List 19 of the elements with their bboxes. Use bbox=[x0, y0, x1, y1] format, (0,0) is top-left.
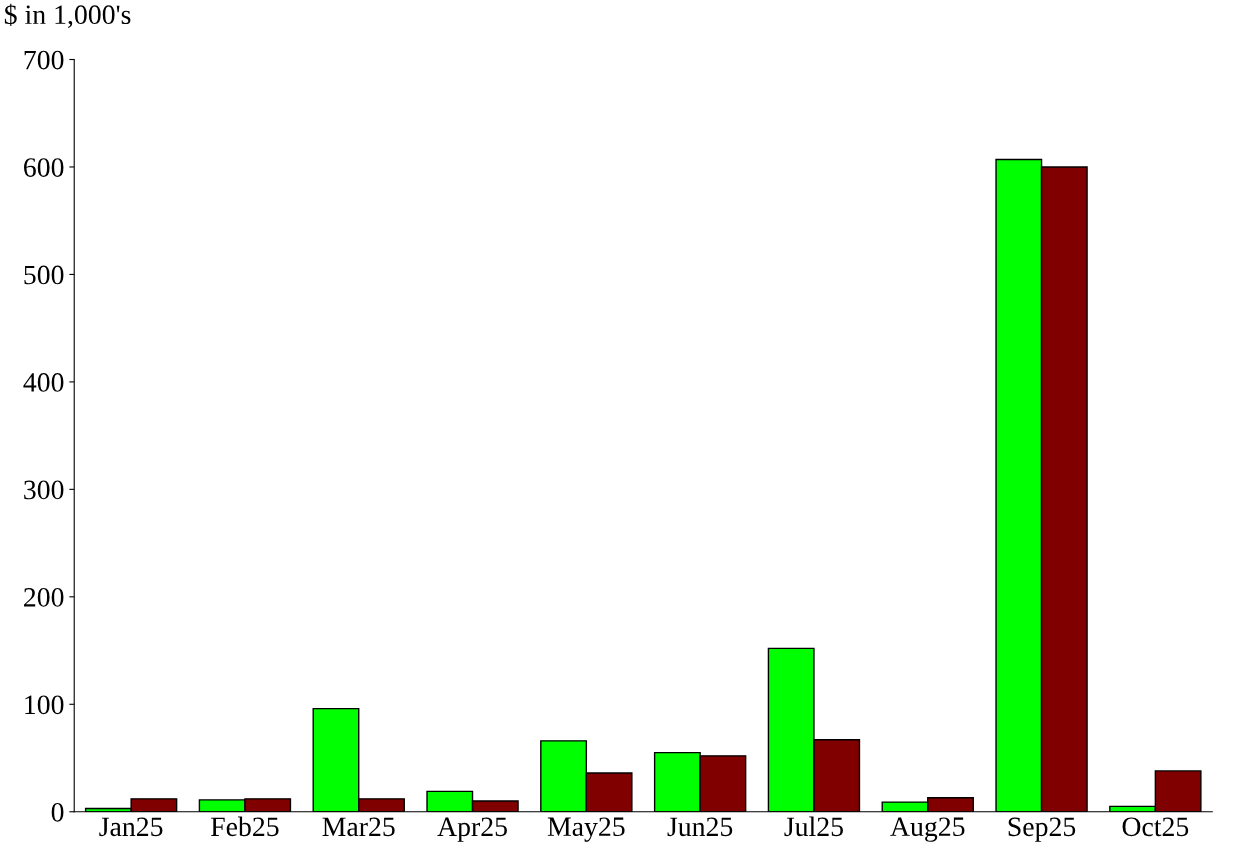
y-tick-label: 700 bbox=[24, 50, 64, 70]
x-tick-label: Jul25 bbox=[784, 816, 843, 837]
x-tick-label: Oct25 bbox=[1122, 817, 1189, 837]
x-tick-label: May25 bbox=[547, 817, 625, 842]
x-tick-label: Sep25 bbox=[1008, 817, 1076, 842]
x-tick-label: Jun25 bbox=[667, 817, 733, 837]
x-tick-label: Mar25 bbox=[322, 817, 395, 837]
x-tick-label: Jan25 bbox=[99, 817, 163, 837]
y-tick-label: 500 bbox=[24, 265, 64, 285]
y-tick-label: 400 bbox=[23, 373, 64, 392]
y-tick-label: 100 bbox=[25, 695, 64, 715]
y-axis-title: $ in 1,000's bbox=[4, 3, 131, 29]
x-tick-label: Feb25 bbox=[211, 816, 279, 837]
y-tick-label: 600 bbox=[24, 158, 64, 177]
y-tick-label: 200 bbox=[24, 587, 64, 607]
x-tick-label: Aug25 bbox=[890, 817, 965, 842]
y-tick-label: 0 bbox=[51, 802, 64, 822]
y-tick-label: 300 bbox=[24, 480, 64, 500]
x-tick-label: Apr25 bbox=[437, 817, 507, 842]
